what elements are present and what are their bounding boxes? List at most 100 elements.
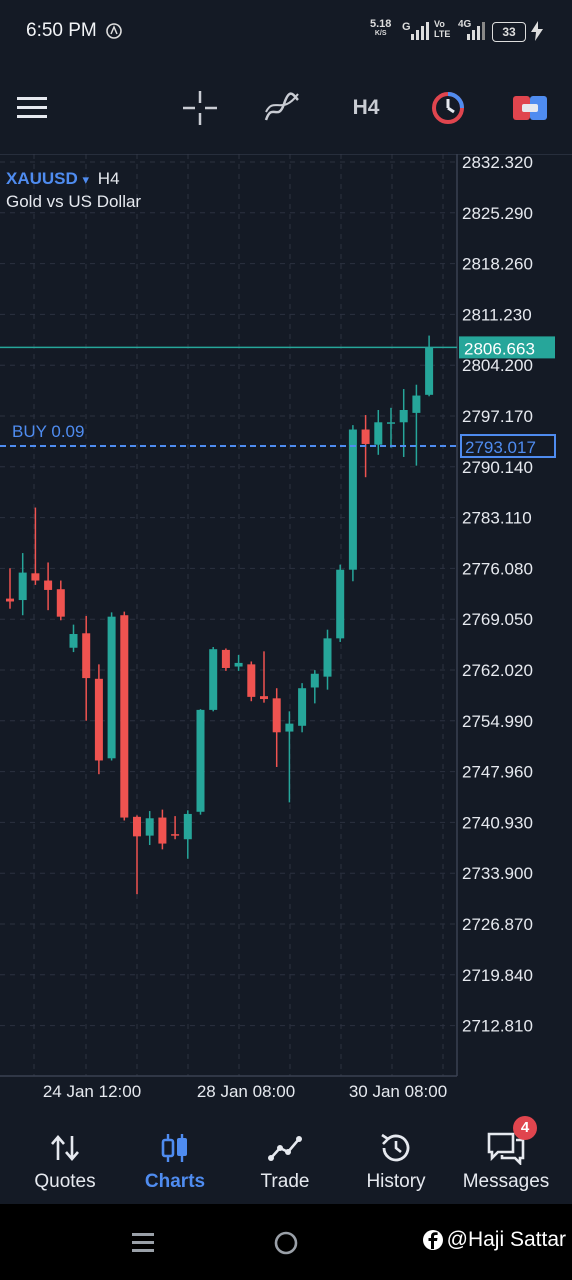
y-tick-label: 2726.870 (462, 915, 533, 934)
facebook-icon (422, 1230, 443, 1250)
buy-position-label[interactable]: BUY 0.09 (12, 422, 85, 441)
indicators-icon (264, 92, 299, 121)
candle-bearish (120, 615, 129, 818)
y-tick-label: 2712.810 (462, 1017, 533, 1036)
signal-icon (411, 22, 429, 40)
y-tick-label: 2797.170 (462, 407, 533, 426)
trade-toggle-button[interactable] (510, 86, 550, 130)
candle-bullish (145, 818, 154, 836)
nav-trade[interactable]: Trade (230, 1124, 340, 1204)
symbol-description: Gold vs US Dollar (6, 192, 142, 211)
nav-quotes[interactable]: Quotes (10, 1124, 120, 1204)
chart-timer-icon (432, 92, 464, 124)
candle-bearish (171, 834, 180, 836)
status-bar: 6:50 PM 5.18 K/S G Vo LTE 4G 33 (0, 0, 572, 64)
y-tick-label: 2740.930 (462, 813, 533, 832)
current-price-tag (459, 336, 555, 359)
battery-indicator: 33 (492, 22, 526, 42)
x-tick-label: 24 Jan 12:00 (43, 1082, 141, 1101)
charging-icon (531, 21, 543, 41)
y-tick-label: 2754.990 (462, 712, 533, 731)
net-unit: K/S (374, 30, 387, 37)
status-time: 6:50 PM (26, 20, 97, 41)
candle-bullish (336, 569, 345, 639)
nav-trade-label: Trade (260, 1171, 310, 1192)
y-tick-label: 2790.140 (462, 458, 533, 477)
candle-bullish (196, 709, 205, 812)
net-speed: 5.18 (370, 18, 392, 30)
candle-bearish (247, 664, 256, 697)
price-chart[interactable]: 2832.320 2825.290 2818.260 2811.230 2804.200… (0, 154, 572, 1124)
home-icon[interactable] (274, 1231, 298, 1255)
symbol-header[interactable]: XAUUSD ▾ H4 (6, 169, 120, 189)
candle-bearish (6, 598, 14, 602)
candle-bearish (158, 817, 167, 844)
current-price-label: 2806.663 (464, 339, 535, 358)
chart-timer-button[interactable] (428, 86, 468, 130)
y-tick-label: 2832.320 (462, 154, 533, 172)
messages-icon (487, 1132, 525, 1165)
y-tick-label: 2733.900 (462, 864, 533, 883)
watermark: @Haji Sattar (422, 1228, 566, 1252)
candle-bearish (260, 696, 268, 700)
candle-bearish (94, 678, 103, 761)
candle-bearish (133, 816, 141, 837)
signal-2-icon (467, 22, 485, 40)
y-tick-label: 2747.960 (462, 763, 533, 782)
nav-messages-label: Messages (462, 1171, 550, 1192)
candle-bullish (374, 422, 383, 445)
trade-toggle-icon (513, 96, 547, 120)
symbol-dropdown-icon[interactable]: ▾ (82, 172, 90, 187)
x-tick-label: 30 Jan 08:00 (349, 1082, 447, 1101)
candle-bearish (221, 649, 230, 668)
bottom-navigation: Quotes Charts Trade History 4 Me (0, 1116, 572, 1204)
chart-toolbar: H4 (0, 64, 572, 154)
chart-canvas[interactable]: 2832.320 2825.290 2818.260 2811.230 2804.200… (0, 154, 572, 1124)
network-label: 4G (458, 19, 472, 30)
candle-bullish (209, 649, 218, 710)
recent-apps-icon[interactable] (132, 1232, 154, 1254)
history-clock-icon (381, 1133, 410, 1162)
nav-messages[interactable]: 4 Messages (451, 1116, 561, 1204)
buy-price-tag (460, 434, 556, 459)
candle-bullish (310, 673, 319, 688)
indicators-button[interactable] (262, 86, 302, 130)
nav-charts-label: Charts (144, 1171, 206, 1192)
timeframe-button[interactable]: H4 (352, 96, 380, 119)
candle-bullish (298, 688, 307, 726)
candle-bullish (348, 429, 357, 570)
y-tick-label: 2776.080 (462, 559, 533, 578)
crosshair-icon (183, 91, 217, 125)
nav-history-label: History (366, 1171, 426, 1192)
chart-timeframe: H4 (97, 169, 120, 188)
y-tick-label: 2769.050 (462, 610, 533, 629)
candle-bullish (387, 422, 395, 424)
x-tick-label: 28 Jan 08:00 (197, 1082, 295, 1101)
y-tick-label: 2825.290 (462, 204, 533, 223)
symbol-name[interactable]: XAUUSD (6, 169, 78, 188)
candle-bullish (425, 347, 434, 395)
hamburger-icon (17, 97, 47, 118)
system-navigation-bar (0, 1204, 572, 1280)
candle-bearish (31, 573, 40, 581)
candle-bearish (361, 429, 370, 444)
quotes-arrows-icon (51, 1135, 79, 1161)
candle-bullish (323, 638, 332, 677)
candle-bullish (399, 410, 408, 423)
nav-charts[interactable]: Charts (120, 1124, 230, 1204)
volte-label: Vo LTE (434, 19, 451, 39)
y-tick-label: 2818.260 (462, 255, 533, 274)
y-tick-label: 2719.840 (462, 966, 533, 985)
candles-icon (161, 1134, 187, 1162)
nav-quotes-label: Quotes (34, 1171, 96, 1192)
buy-price-label: 2793.017 (465, 438, 536, 457)
nav-history[interactable]: History (341, 1124, 451, 1204)
candle-bearish (272, 698, 281, 733)
signal-label: G (402, 21, 411, 33)
crosshair-button[interactable] (180, 86, 220, 130)
watermark-text: @Haji Sattar (446, 1228, 566, 1251)
messages-badge: 4 (513, 1116, 537, 1140)
y-tick-label: 2804.200 (462, 356, 533, 375)
menu-button[interactable] (14, 86, 50, 130)
y-tick-label: 2811.230 (462, 305, 532, 324)
